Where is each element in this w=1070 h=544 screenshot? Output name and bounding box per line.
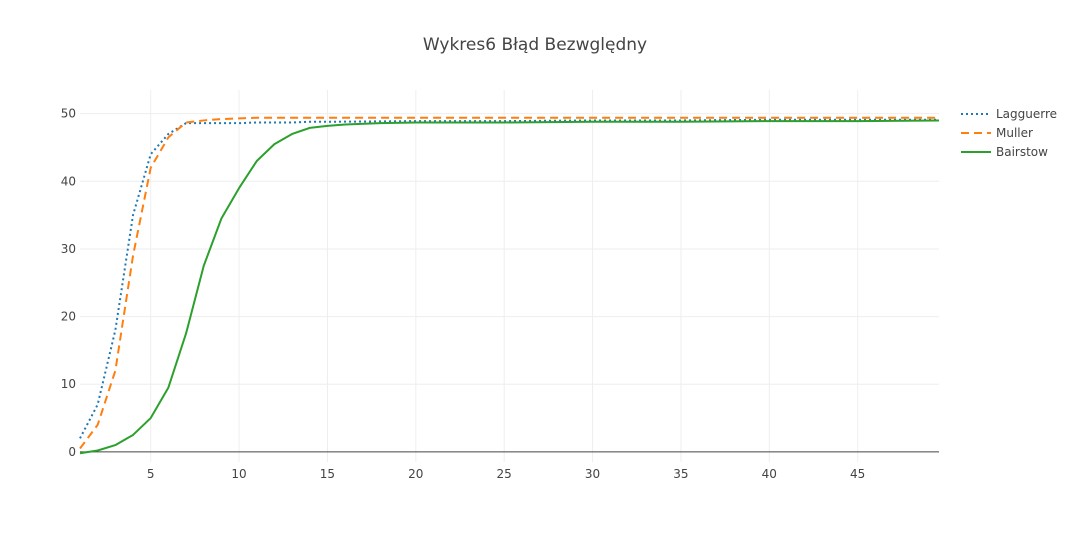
legend-item-lagguerre[interactable]: Lagguerre — [961, 107, 1057, 121]
y-tick-label: 20 — [61, 310, 76, 324]
legend-label: Bairstow — [996, 145, 1048, 159]
x-tick-label: 35 — [673, 467, 688, 481]
x-tick-label: 20 — [408, 467, 423, 481]
series-line-bairstow — [79, 119, 940, 455]
series-lines — [79, 116, 940, 455]
legend-label: Muller — [996, 126, 1033, 140]
series-muller — [79, 116, 939, 450]
y-tick-label: 10 — [61, 377, 76, 391]
grid-lines — [80, 90, 939, 462]
series-line-muller — [79, 116, 939, 450]
y-tick-label: 0 — [68, 445, 76, 459]
legend-item-bairstow[interactable]: Bairstow — [961, 145, 1048, 159]
y-tick-label: 50 — [61, 107, 76, 121]
series-lagguerre — [79, 118, 939, 439]
x-tick-label: 10 — [231, 467, 246, 481]
x-tick-label: 45 — [850, 467, 865, 481]
legend-label: Lagguerre — [996, 107, 1057, 121]
x-tick-label: 15 — [320, 467, 335, 481]
series-line-lagguerre — [79, 118, 939, 439]
series-bairstow — [79, 119, 940, 455]
x-tick-label: 25 — [497, 467, 512, 481]
axes: 5 10 15 20 25 30 35 40 45 0 10 20 30 40 50 — [61, 107, 866, 481]
y-tick-label: 30 — [61, 242, 76, 256]
x-tick-label: 5 — [147, 467, 155, 481]
y-tick-label: 40 — [61, 174, 76, 188]
legend-item-muller[interactable]: Muller — [961, 126, 1033, 140]
legend[interactable]: Lagguerre Muller Bairstow — [961, 107, 1057, 159]
chart-title: Wykres6 Błąd Bezwględny — [423, 35, 647, 55]
x-tick-label: 40 — [762, 467, 777, 481]
x-tick-label: 30 — [585, 467, 600, 481]
